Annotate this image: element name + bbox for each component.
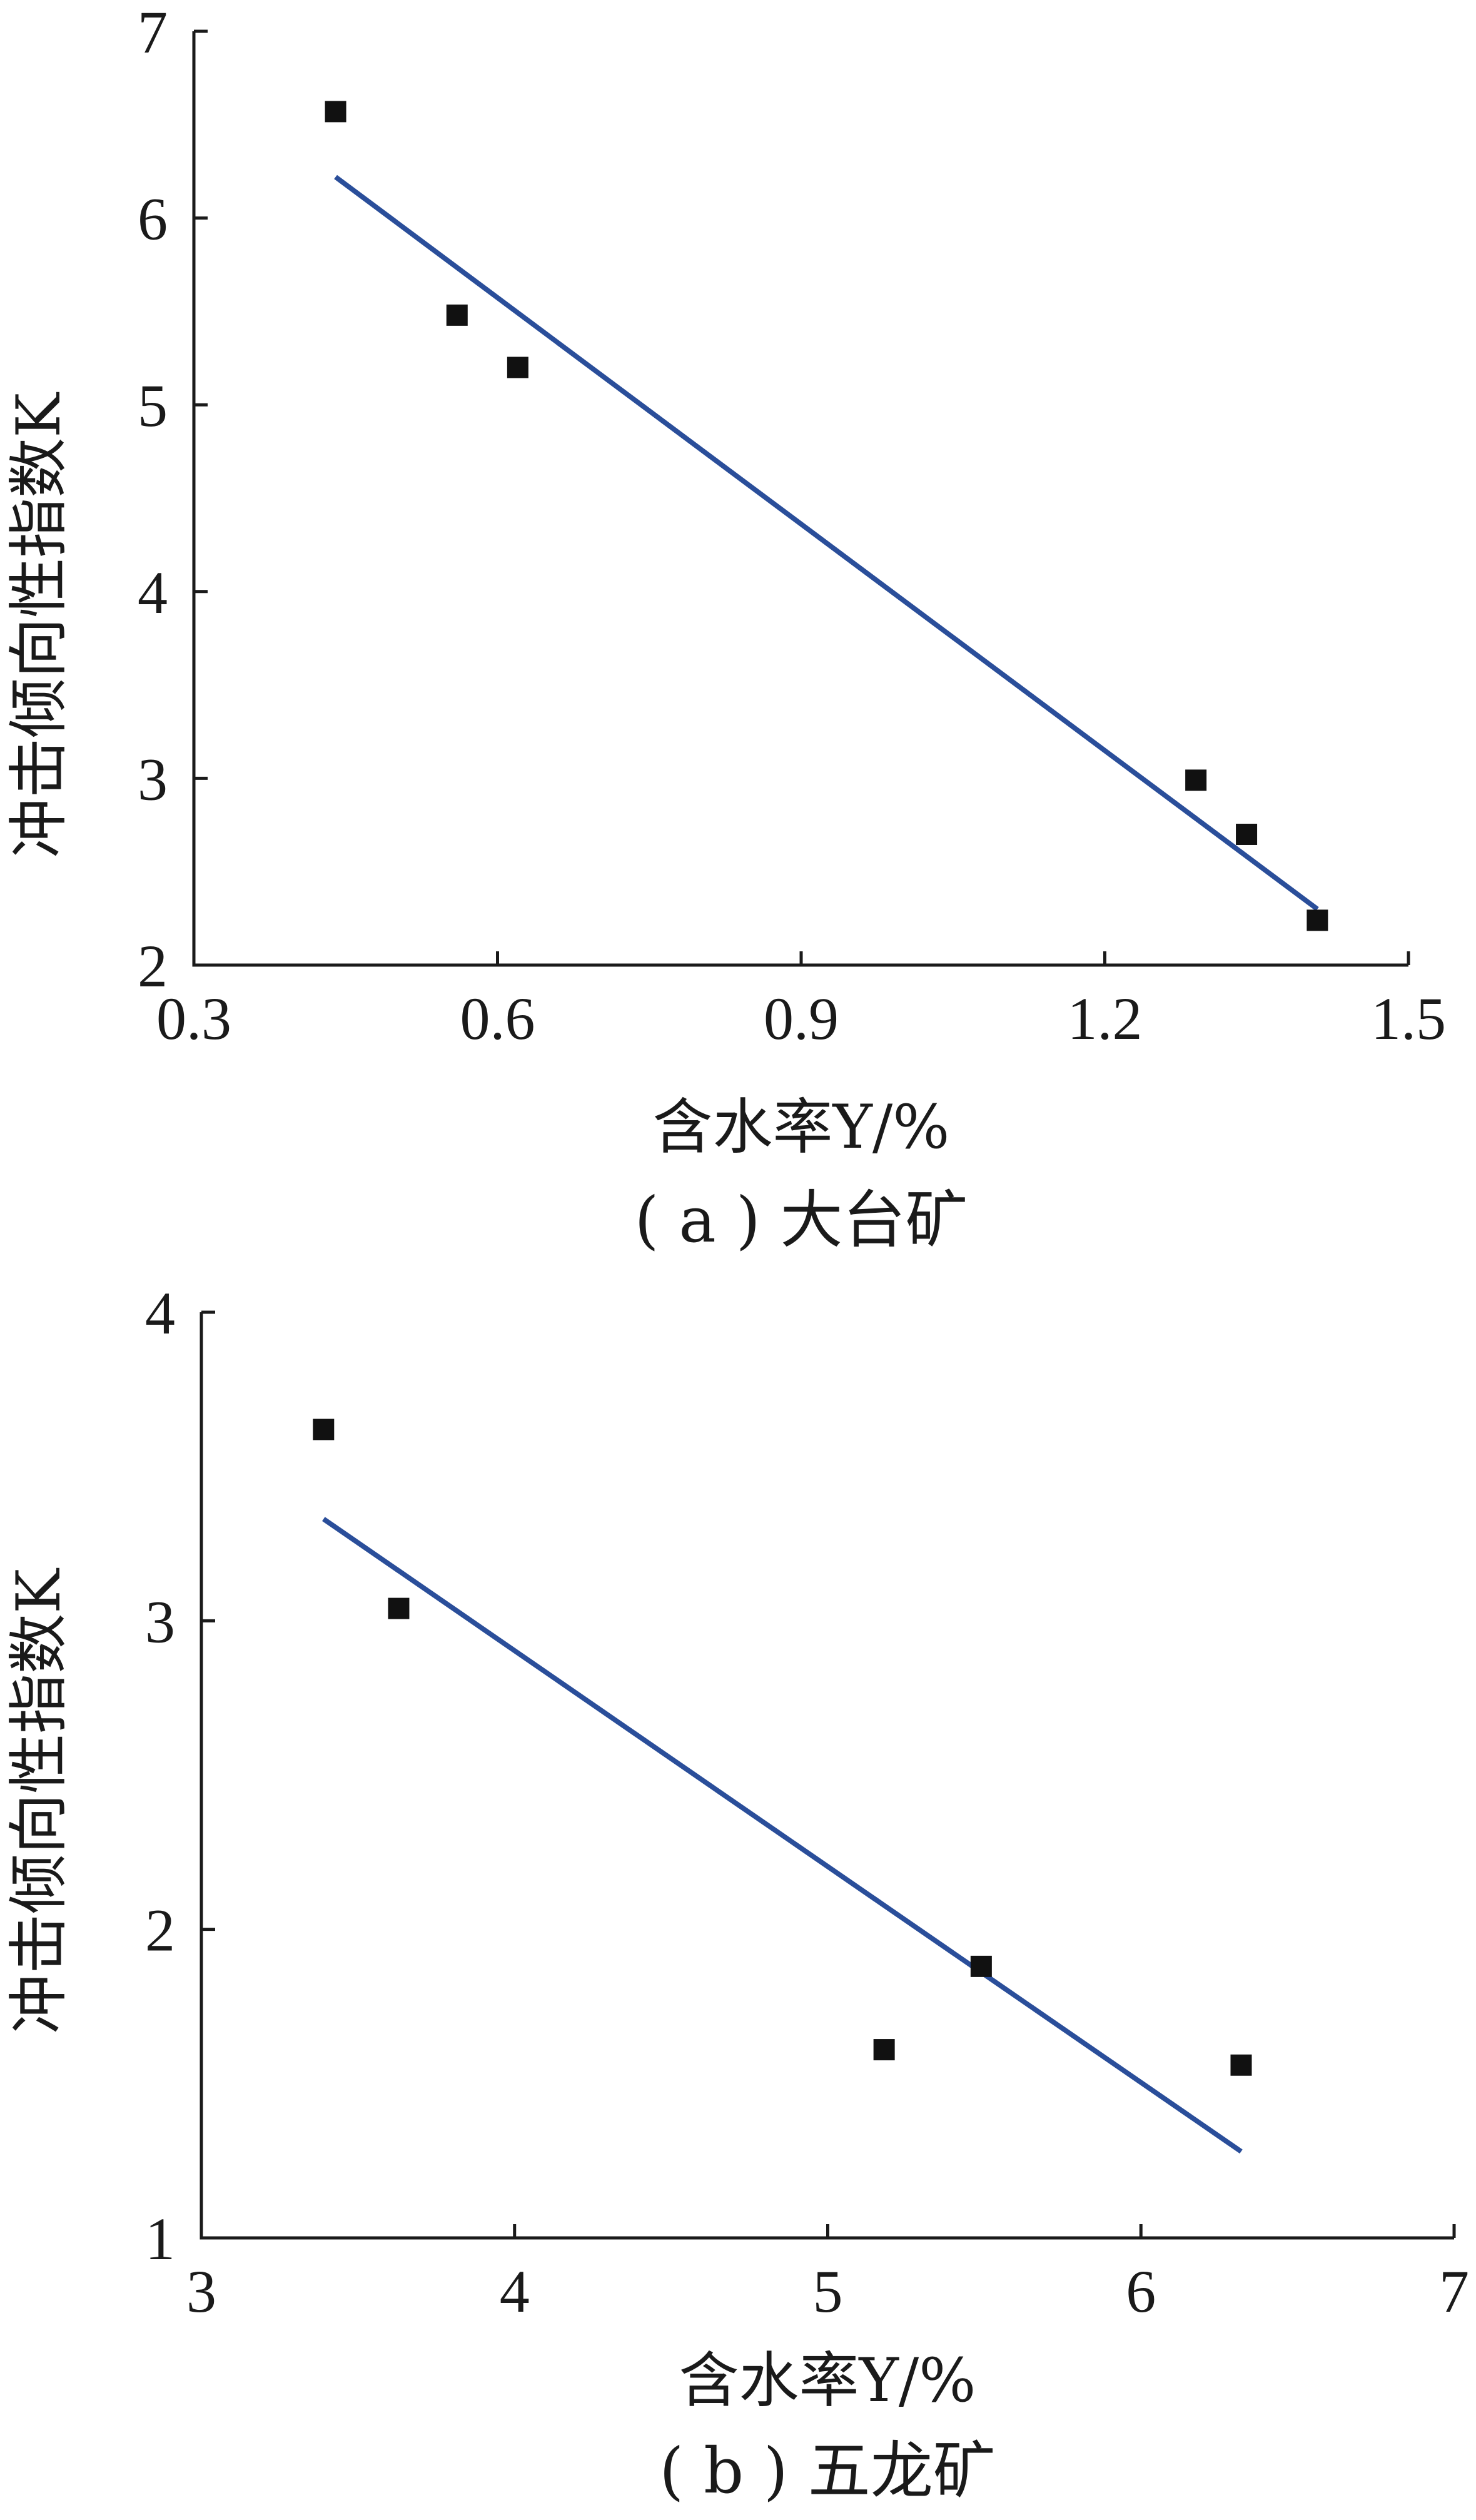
chart-a-y-tick-label: 2: [138, 933, 168, 999]
chart-a-data-point: [325, 101, 346, 123]
chart-b-x-tick-label: 3: [186, 2258, 216, 2325]
chart-a-data-point: [1307, 909, 1328, 931]
chart-a-data-point: [1185, 769, 1207, 791]
chart-a-data-point: [507, 357, 528, 378]
chart-a-axis-lines: [192, 31, 1408, 967]
chart-b-fit-line: [322, 1517, 1243, 2154]
chart-a-x-tick-label: 0.6: [460, 985, 535, 1052]
chart-b-data-point: [388, 1597, 410, 1619]
chart-a-axes: [192, 31, 1408, 967]
chart-a-fit-group: [334, 175, 1319, 911]
chart-a-y-tick-label: 5: [138, 372, 168, 439]
chart-b-fit-group: [322, 1517, 1243, 2154]
chart-a-points: [325, 101, 1328, 931]
chart-b-data-point: [970, 1955, 992, 1977]
chart-b: 1 2 3 4 3 4 5 6 7 冲击倾向性指数K 含水率Y/% ( b ) 五龙矿: [4, 1280, 1469, 2507]
chart-b-x-tick-label: 7: [1439, 2258, 1469, 2325]
chart-b-axis-lines: [200, 1312, 1454, 2240]
chart-b-y-tick-label: 3: [145, 1588, 175, 1655]
chart-a-x-axis-title: 含水率Y/%: [653, 1092, 950, 1162]
chart-a-x-tick-label: 1.5: [1371, 985, 1446, 1052]
chart-a: 2 3 4 5 6 7 0.3 0.6 0.9 1.2 1.5 冲击倾向性指数K 含水率Y/% (…: [4, 0, 1446, 1257]
chart-a-x-tick-label: 1.2: [1068, 985, 1143, 1052]
chart-b-x-tick-label: 4: [500, 2258, 530, 2325]
chart-b-data-point: [873, 2039, 895, 2061]
chart-b-y-tick-label: 1: [145, 2205, 175, 2272]
chart-b-axes: [200, 1312, 1454, 2240]
chart-b-y-tick-label: 4: [145, 1280, 175, 1347]
chart-a-fit-line: [334, 175, 1319, 911]
chart-a-caption: ( a ) 大台矿: [634, 1183, 968, 1257]
chart-b-data-point: [313, 1419, 335, 1440]
chart-b-y-ticks: 1 2 3 4: [145, 1280, 215, 2272]
chart-a-data-point: [1236, 823, 1258, 845]
chart-b-data-point: [1230, 2054, 1252, 2076]
chart-b-x-tick-label: 6: [1126, 2258, 1156, 2325]
chart-b-points: [313, 1419, 1252, 2076]
chart-a-x-tick-label: 0.9: [764, 985, 839, 1052]
chart-a-y-ticks: 2 3 4 5 6 7: [138, 0, 208, 999]
chart-b-y-axis-title: 冲击倾向性指数K: [4, 1567, 74, 2034]
chart-a-y-tick-label: 7: [138, 0, 168, 66]
chart-b-x-axis-title: 含水率Y/%: [679, 2345, 976, 2416]
chart-a-x-tick-label: 0.3: [156, 985, 231, 1052]
chart-b-x-ticks: 3 4 5 6 7: [186, 2224, 1469, 2325]
chart-a-x-ticks: 0.3 0.6 0.9 1.2 1.5: [156, 951, 1446, 1052]
chart-a-y-tick-label: 4: [138, 559, 168, 626]
chart-b-x-tick-label: 5: [813, 2258, 843, 2325]
chart-b-y-tick-label: 2: [145, 1897, 175, 1964]
chart-a-data-point: [446, 304, 468, 326]
chart-a-y-tick-label: 3: [138, 746, 168, 812]
chart-a-y-axis-title: 冲击倾向性指数K: [4, 392, 74, 858]
chart-a-y-tick-label: 6: [138, 186, 168, 253]
chart-b-caption: ( b ) 五龙矿: [659, 2434, 995, 2507]
